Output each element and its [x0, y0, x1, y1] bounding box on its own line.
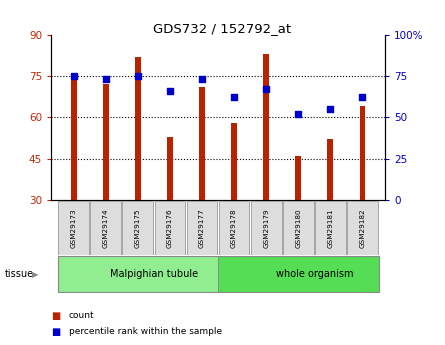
Text: ■: ■ — [51, 327, 61, 337]
FancyBboxPatch shape — [347, 201, 378, 255]
Point — [134, 73, 142, 79]
FancyBboxPatch shape — [186, 201, 218, 255]
Text: GSM29173: GSM29173 — [71, 208, 77, 247]
Text: GSM29181: GSM29181 — [328, 208, 333, 247]
FancyBboxPatch shape — [57, 256, 218, 293]
Bar — [360, 106, 365, 200]
FancyBboxPatch shape — [283, 201, 314, 255]
Point — [263, 86, 270, 92]
Text: ▶: ▶ — [32, 270, 39, 279]
Point — [70, 73, 77, 79]
Text: tissue: tissue — [4, 269, 33, 279]
FancyBboxPatch shape — [218, 256, 379, 293]
FancyBboxPatch shape — [90, 201, 121, 255]
Text: GSM29174: GSM29174 — [103, 208, 109, 247]
Text: whole organism: whole organism — [275, 269, 353, 279]
Bar — [295, 156, 301, 200]
FancyBboxPatch shape — [251, 201, 282, 255]
Bar — [135, 57, 141, 200]
Text: GDS732 / 152792_at: GDS732 / 152792_at — [154, 22, 291, 36]
Text: count: count — [69, 311, 95, 320]
Text: GSM29178: GSM29178 — [231, 208, 237, 247]
Bar — [103, 84, 109, 200]
Text: GSM29176: GSM29176 — [167, 208, 173, 247]
Point — [102, 77, 109, 82]
FancyBboxPatch shape — [122, 201, 153, 255]
FancyBboxPatch shape — [58, 201, 89, 255]
Point — [166, 88, 174, 93]
FancyBboxPatch shape — [218, 201, 250, 255]
Text: GSM29175: GSM29175 — [135, 208, 141, 247]
FancyBboxPatch shape — [315, 201, 346, 255]
Point — [359, 95, 366, 100]
Text: percentile rank within the sample: percentile rank within the sample — [69, 327, 222, 336]
Bar — [199, 87, 205, 200]
Text: GSM29182: GSM29182 — [360, 208, 365, 247]
Bar — [263, 54, 269, 200]
Text: Malpighian tubule: Malpighian tubule — [110, 269, 198, 279]
Point — [327, 106, 334, 112]
Point — [295, 111, 302, 117]
FancyBboxPatch shape — [154, 201, 185, 255]
Bar — [231, 123, 237, 200]
Bar — [167, 137, 173, 200]
Bar — [328, 139, 333, 200]
Text: ■: ■ — [51, 311, 61, 321]
Text: GSM29177: GSM29177 — [199, 208, 205, 247]
Point — [198, 77, 206, 82]
Point — [231, 95, 238, 100]
Bar — [71, 79, 77, 200]
Text: GSM29179: GSM29179 — [263, 208, 269, 247]
Text: GSM29180: GSM29180 — [295, 208, 301, 247]
